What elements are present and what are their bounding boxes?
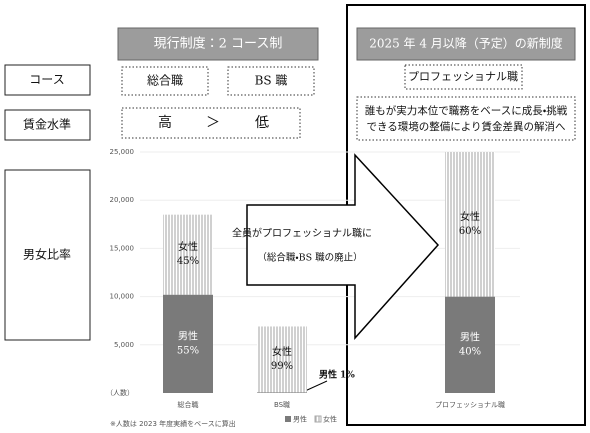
bar-segment [163, 294, 213, 393]
segment-name: 女性 [178, 240, 198, 253]
new-course: プロフェッショナル職 [408, 70, 518, 83]
legend-swatch [285, 416, 291, 422]
right-header: 2025 年 4 月以降（予定）の新制度 [369, 37, 563, 51]
footnote: ※人数は 2023 年度実績をベースに算出 [110, 419, 236, 428]
course-box [121, 66, 209, 96]
segment-share: 99% [271, 361, 293, 372]
arrow-text: （総合職・BS 職の廃止） [257, 252, 362, 264]
segment-share: 60% [459, 226, 481, 237]
row-label: 男女比率 [23, 248, 71, 262]
segment-share: 55% [177, 345, 199, 356]
y-tick-label: 10,000 [110, 293, 135, 301]
row-label: 賃金水準 [23, 117, 71, 132]
bar-segment [257, 326, 307, 393]
new-wage-box [356, 96, 576, 141]
chart: 5,00010,00015,00020,00025,000（人数）総合職男性55… [106, 148, 520, 428]
course-box [227, 66, 315, 96]
segment-name: 男性 [178, 329, 198, 342]
left-header: 現行制度：2 コース制 [154, 36, 283, 52]
legend-swatch [314, 415, 322, 423]
segment-name: 男性 [319, 369, 337, 381]
segment-share: 1% [340, 371, 355, 381]
segment-name: 女性 [272, 345, 292, 358]
course: 総合職 [147, 73, 183, 88]
arrow-text: 全員がプロフェッショナル職に [232, 227, 372, 240]
segment-name: 男性 [460, 330, 480, 343]
left-header-box [117, 27, 319, 61]
callout-line [304, 380, 328, 392]
x-tick-label: プロフェッショナル職 [435, 400, 505, 409]
wage-gt: ＞ [206, 115, 220, 131]
y-axis-label: （人数） [106, 388, 134, 397]
right-header-box [356, 27, 576, 61]
row-label-box [4, 64, 91, 96]
legend-label: 女性 [323, 415, 337, 424]
row-label-box [4, 169, 91, 341]
wage-high: 高 [158, 114, 172, 131]
new-wage-note: できる環境の整備により賃金差異の解消へ [366, 120, 565, 133]
y-tick-label: 5,000 [114, 341, 134, 349]
segment-share: 45% [177, 256, 199, 267]
segment-name: 女性 [460, 210, 480, 223]
row-label: コース [29, 73, 64, 87]
course: BS 職 [255, 74, 288, 88]
bar-segment [257, 392, 307, 393]
arrow [246, 153, 440, 340]
row-label-box [4, 109, 91, 141]
wage-box [121, 107, 301, 139]
bar-segment [163, 214, 213, 295]
bar-segment [445, 296, 495, 393]
wage-low: 低 [255, 115, 269, 131]
y-tick-label: 20,000 [110, 196, 135, 204]
new-course-box [404, 64, 523, 90]
x-tick-label: 総合職 [178, 400, 199, 409]
segment-share: 40% [459, 346, 481, 357]
legend-label: 男性 [293, 415, 307, 424]
bar-segment [445, 152, 495, 297]
y-tick-label: 25,000 [110, 148, 135, 156]
new-wage-note: 誰もが実力本位で職務をベースに成長・挑戦 [365, 104, 568, 117]
x-tick-label: BS職 [274, 400, 290, 409]
y-tick-label: 15,000 [110, 244, 135, 252]
